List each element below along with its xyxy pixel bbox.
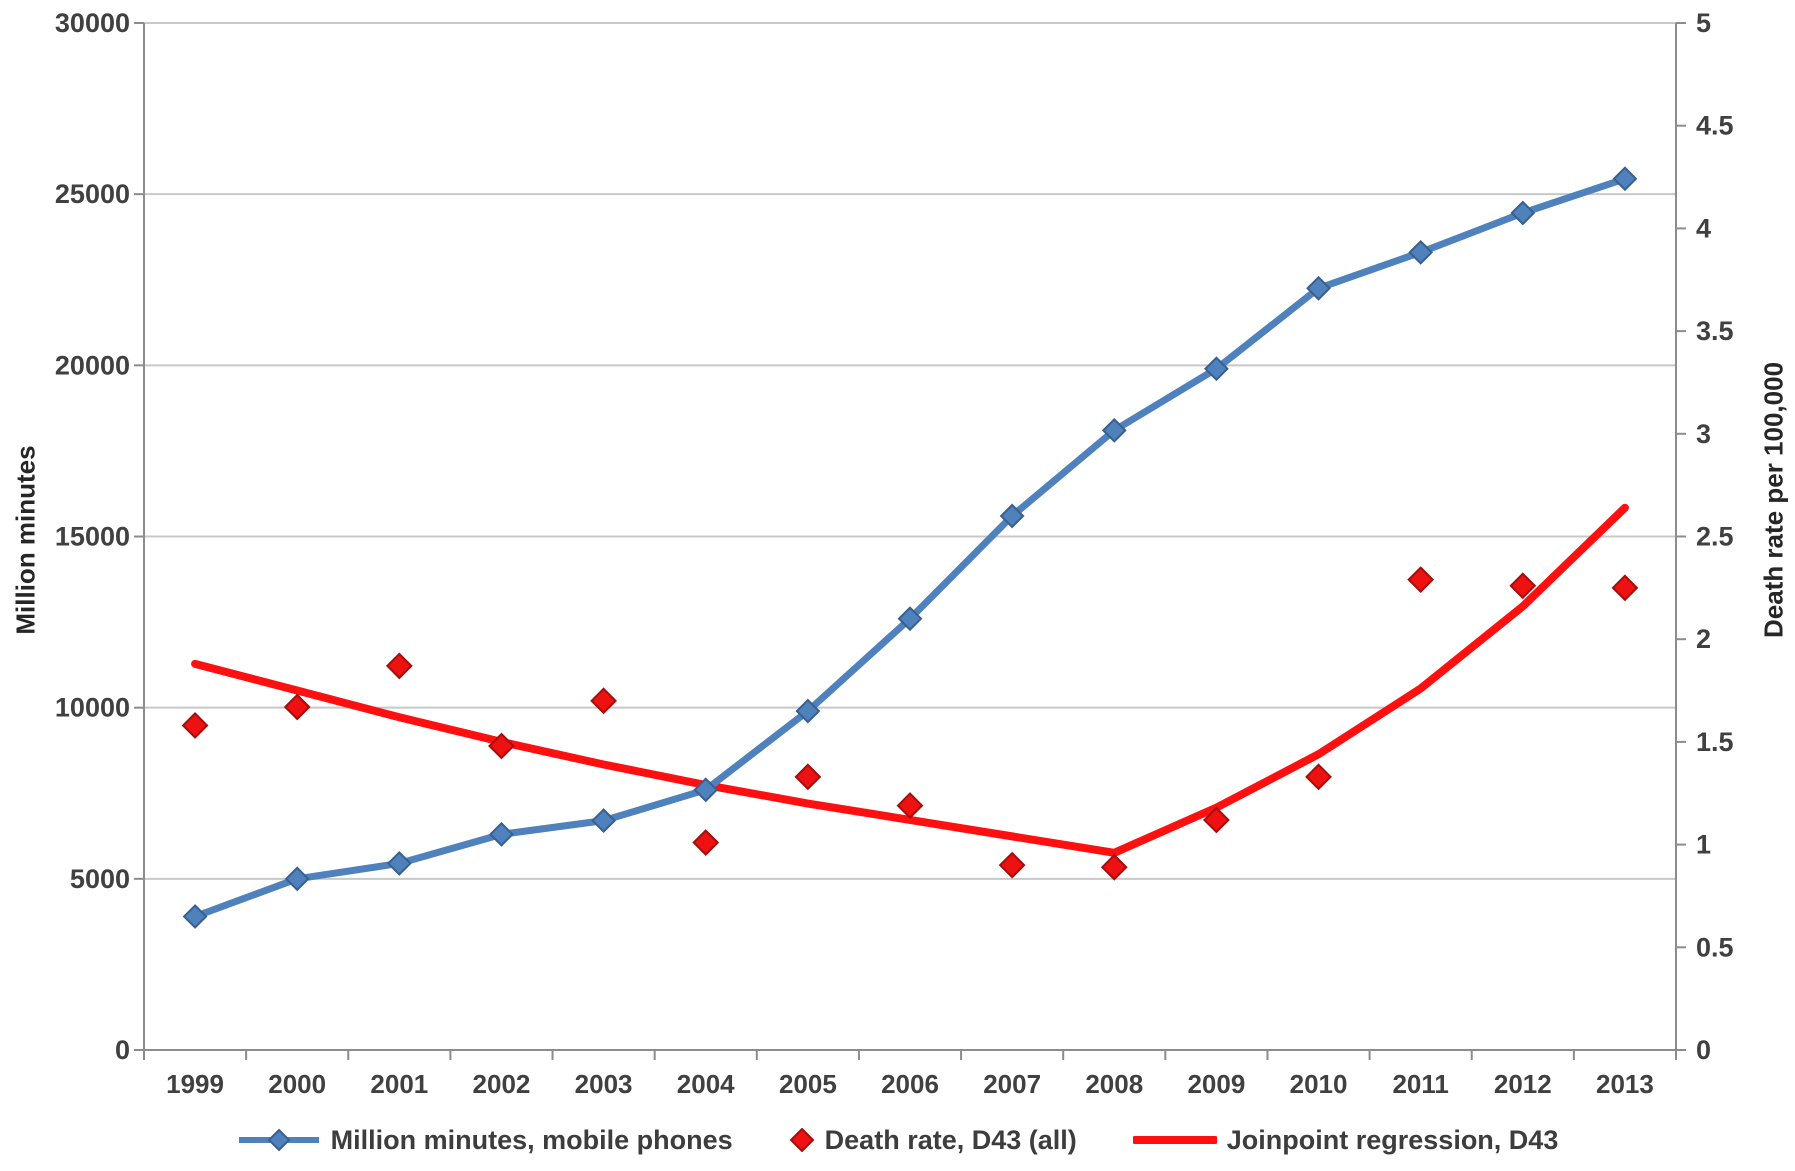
left-axis-tick-label: 10000 [55, 693, 130, 723]
gridlines [144, 22, 1676, 880]
right-axis-tick-label: 4.5 [1696, 111, 1734, 141]
right-axis-tick-label: 5 [1696, 8, 1711, 38]
x-axis-tick-label: 2005 [779, 1069, 837, 1099]
legend-label-million-minutes: Million minutes, mobile phones [330, 1124, 733, 1155]
x-axis-tick-label: 2002 [473, 1069, 531, 1099]
left-axis-tick-label: 25000 [55, 179, 130, 209]
x-axis-tick-label: 2008 [1085, 1069, 1143, 1099]
right-axis-tick-label: 4 [1696, 213, 1711, 243]
x-axis-tick-label: 1999 [166, 1069, 224, 1099]
legend-item-joinpoint: Joinpoint regression, D43 [1132, 1124, 1559, 1156]
right-axis-tick-label: 3 [1696, 419, 1711, 449]
diamond-marker-icon [789, 1128, 815, 1152]
right-axis-title: Death rate per 100,000 [1758, 361, 1789, 639]
right-axis-tick-label: 2.5 [1696, 522, 1734, 552]
legend: Million minutes, mobile phones Death rat… [0, 1114, 1795, 1166]
right-axis-tick-label: 1.5 [1696, 727, 1734, 757]
legend-item-million-minutes: Million minutes, mobile phones [237, 1125, 733, 1156]
left-axis-tick-label: 5000 [70, 864, 130, 894]
left-axis-title: Million minutes [10, 445, 41, 635]
right-axis-tick-label: 0.5 [1696, 932, 1734, 962]
x-axis-tick-label: 2003 [575, 1069, 633, 1099]
line-marker-icon [1132, 1136, 1217, 1144]
x-axis-tick-label: 2009 [1187, 1069, 1245, 1099]
x-axis-tick-label: 2011 [1392, 1069, 1448, 1099]
x-axis-tick-label: 2012 [1494, 1069, 1552, 1099]
right-axis-tick-label: 2 [1696, 624, 1711, 654]
left-axis-tick-label: 20000 [55, 350, 130, 380]
series-death-rate-points [181, 566, 1639, 881]
right-axis-tick-label: 3.5 [1696, 316, 1734, 346]
right-axis-tick-label: 1 [1696, 830, 1711, 860]
legend-item-death-rate: Death rate, D43 (all) [789, 1125, 1077, 1156]
legend-label-joinpoint: Joinpoint regression, D43 [1226, 1124, 1559, 1155]
right-axis-tick-label: 0 [1696, 1035, 1711, 1065]
x-axis-tick-label: 2001 [370, 1069, 428, 1099]
left-axis-tick-label: 30000 [55, 8, 130, 38]
x-axis-tick-label: 2000 [268, 1069, 326, 1099]
left-axis-tick-label: 15000 [55, 522, 130, 552]
x-axis-tick-label: 2004 [677, 1069, 735, 1099]
left-axis-tick-label: 0 [115, 1035, 130, 1065]
axis-ticks [134, 22, 1686, 1060]
line-with-diamond-marker-icon [238, 1128, 319, 1152]
x-axis-tick-label: 2006 [881, 1069, 939, 1099]
series-million-minutes [182, 166, 1638, 929]
x-axis-tick-label: 2007 [983, 1069, 1041, 1099]
legend-label-death-rate: Death rate, D43 (all) [824, 1124, 1077, 1155]
axis-labels: 0 5000 10000 15000 20000 25000 30000 0 0.5 1 1.5 2 2… [55, 8, 1734, 1099]
series-joinpoint-regression [191, 503, 1629, 857]
x-axis-tick-label: 2013 [1596, 1069, 1654, 1099]
x-axis-tick-label: 2010 [1290, 1069, 1348, 1099]
